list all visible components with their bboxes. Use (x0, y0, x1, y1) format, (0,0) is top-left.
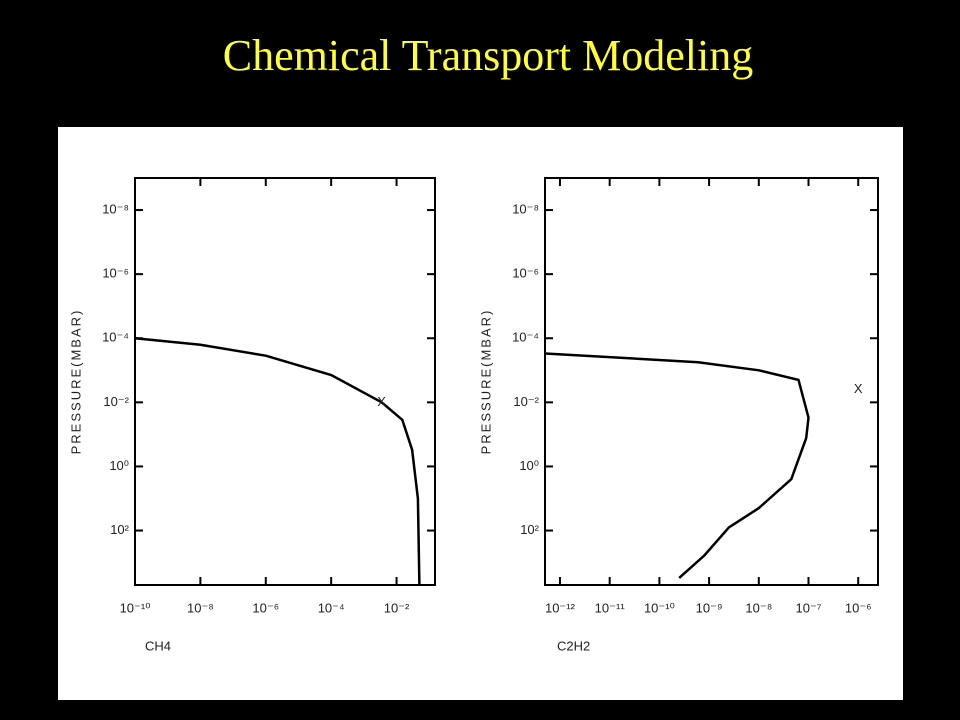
y-tick-label: 10⁰ (519, 458, 539, 473)
y-tick-label: 10⁻⁸ (102, 201, 129, 216)
profile-line (134, 336, 421, 586)
x-tick-label: 10⁻¹¹ (595, 600, 626, 615)
y-axis-label: PRESSURE(MBAR) (478, 309, 493, 455)
x-axis-label: CH4 (145, 638, 171, 653)
marker-x: X (377, 394, 386, 409)
x-tick-label: 10⁻⁸ (745, 600, 772, 615)
x-axis-label: C2H2 (557, 638, 590, 653)
plot-frame (544, 177, 879, 586)
x-tick-label: 10⁻² (384, 600, 410, 615)
y-tick-label: 10⁰ (109, 458, 129, 473)
y-tick-label: 10⁻² (103, 394, 129, 409)
x-tick-label: 10⁻¹⁰ (120, 600, 151, 615)
x-tick-label: 10⁻⁴ (318, 600, 345, 615)
y-axis-label: PRESSURE(MBAR) (68, 309, 83, 455)
x-tick-label: 10⁻⁷ (795, 600, 821, 615)
x-tick-label: 10⁻⁶ (252, 600, 279, 615)
y-tick-label: 10² (520, 522, 539, 537)
x-tick-label: 10⁻⁶ (845, 600, 872, 615)
plot-frame (134, 177, 436, 586)
profile-line (544, 352, 810, 579)
y-tick-label: 10⁻⁴ (102, 330, 129, 345)
x-tick-label: 10⁻⁹ (696, 600, 723, 615)
y-tick-label: 10⁻⁸ (512, 201, 539, 216)
x-tick-label: 10⁻¹⁰ (644, 600, 675, 615)
y-tick-label: 10² (110, 522, 129, 537)
marker-x: X (854, 381, 863, 396)
y-tick-label: 10⁻⁴ (512, 330, 539, 345)
x-tick-label: 10⁻⁸ (187, 600, 214, 615)
slide-title: Chemical Transport Modeling (223, 31, 753, 80)
y-tick-label: 10⁻⁶ (512, 266, 539, 281)
y-tick-label: 10⁻² (513, 394, 539, 409)
figure-panel (58, 127, 903, 700)
y-tick-label: 10⁻⁶ (102, 266, 129, 281)
x-tick-label: 10⁻¹² (545, 600, 576, 615)
